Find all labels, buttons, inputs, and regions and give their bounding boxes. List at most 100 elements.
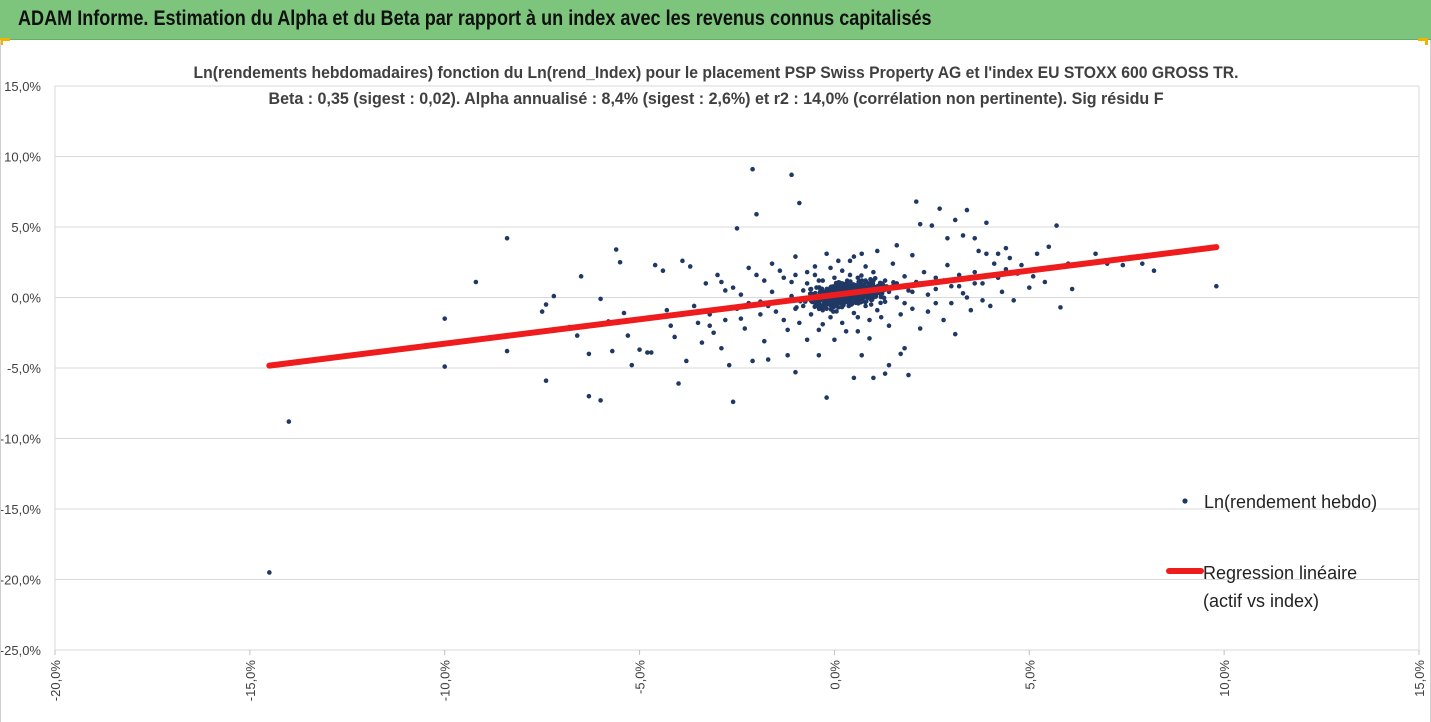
data-point bbox=[660, 268, 666, 274]
data-point bbox=[824, 395, 829, 400]
data-point bbox=[621, 310, 627, 316]
data-point bbox=[878, 314, 884, 320]
data-point bbox=[1011, 298, 1016, 303]
data-point bbox=[1019, 262, 1024, 268]
data-points bbox=[267, 166, 1219, 575]
data-point bbox=[868, 276, 873, 282]
data-point bbox=[841, 284, 847, 289]
data-point bbox=[551, 293, 557, 299]
report-title: ADAM Informe. Estimation du Alpha et du … bbox=[18, 7, 932, 30]
data-point bbox=[980, 298, 985, 303]
data-point bbox=[891, 280, 896, 285]
data-point bbox=[859, 251, 865, 257]
data-point bbox=[816, 285, 822, 290]
data-point bbox=[910, 306, 915, 312]
legend-label-scatter: Ln(rendement hebdo) bbox=[1204, 492, 1377, 512]
data-point bbox=[789, 172, 794, 178]
data-point bbox=[991, 261, 997, 266]
x-tick-label: -15,0% bbox=[243, 660, 258, 702]
data-point bbox=[703, 281, 709, 286]
data-point bbox=[933, 300, 939, 306]
data-point bbox=[828, 314, 833, 320]
data-point bbox=[894, 243, 900, 248]
data-point bbox=[1140, 261, 1145, 266]
x-tick-label: 0,0% bbox=[827, 660, 842, 690]
data-point bbox=[773, 309, 779, 314]
data-point bbox=[836, 258, 841, 264]
data-point bbox=[851, 310, 857, 316]
x-tick-label: -20,0% bbox=[48, 660, 63, 702]
data-point bbox=[995, 251, 1001, 257]
data-point bbox=[598, 398, 603, 403]
data-point bbox=[286, 419, 292, 424]
data-point bbox=[442, 364, 448, 369]
data-point bbox=[832, 299, 837, 304]
data-point bbox=[949, 300, 954, 306]
data-point bbox=[715, 272, 720, 278]
data-point bbox=[913, 199, 919, 204]
data-point bbox=[828, 265, 833, 271]
data-point bbox=[504, 235, 510, 241]
data-point bbox=[543, 378, 549, 383]
data-point bbox=[793, 254, 798, 259]
data-point bbox=[972, 269, 978, 275]
scatter-chart: Ln(rendements hebdomadaires) fonction du… bbox=[1, 63, 1427, 701]
data-point bbox=[645, 350, 650, 355]
data-point bbox=[586, 351, 592, 357]
data-point bbox=[769, 289, 775, 295]
data-point bbox=[976, 248, 981, 254]
data-point bbox=[609, 348, 615, 354]
data-point bbox=[863, 264, 868, 269]
data-point bbox=[777, 268, 783, 274]
data-point bbox=[1151, 268, 1157, 274]
data-point bbox=[937, 206, 942, 211]
data-point bbox=[863, 280, 869, 285]
data-point bbox=[629, 362, 635, 368]
data-point bbox=[863, 294, 868, 299]
data-point bbox=[765, 357, 771, 362]
data-point bbox=[711, 330, 716, 336]
data-point bbox=[964, 295, 970, 300]
data-point bbox=[785, 327, 790, 333]
data-point bbox=[972, 281, 978, 286]
data-point bbox=[847, 272, 853, 278]
data-point bbox=[906, 288, 911, 293]
y-tick-label: 15,0% bbox=[4, 79, 41, 94]
data-point bbox=[504, 348, 510, 354]
data-point bbox=[699, 340, 705, 345]
regression-line bbox=[266, 244, 1220, 369]
chart-area: Ln(rendements hebdomadaires) fonction du… bbox=[0, 40, 1431, 722]
data-point bbox=[734, 226, 740, 231]
data-point bbox=[921, 269, 927, 275]
data-point bbox=[988, 303, 993, 309]
data-point bbox=[707, 323, 713, 329]
data-point bbox=[687, 264, 693, 269]
data-point bbox=[882, 371, 888, 376]
data-point bbox=[761, 278, 767, 283]
data-point bbox=[684, 358, 689, 364]
data-point bbox=[816, 306, 822, 312]
data-point bbox=[882, 278, 888, 283]
data-point bbox=[1214, 283, 1219, 289]
data-point bbox=[730, 399, 736, 405]
x-tick-label: -10,0% bbox=[438, 660, 453, 702]
data-point bbox=[902, 300, 907, 306]
data-point bbox=[750, 358, 755, 364]
gridlines bbox=[54, 85, 1420, 651]
data-point bbox=[851, 254, 857, 259]
legend-label-regression: Regression linéaire bbox=[1203, 563, 1357, 583]
data-point bbox=[804, 337, 810, 343]
data-point bbox=[874, 248, 880, 254]
data-point bbox=[652, 262, 658, 268]
data-point bbox=[855, 314, 861, 320]
data-point bbox=[849, 299, 855, 305]
data-point bbox=[676, 381, 681, 386]
data-point bbox=[617, 259, 623, 265]
data-point bbox=[789, 279, 794, 285]
data-point bbox=[984, 251, 989, 257]
x-tick-label: -5,0% bbox=[633, 660, 648, 694]
data-point bbox=[442, 316, 448, 321]
data-point bbox=[785, 353, 790, 358]
x-axis-ticks: -20,0% -15,0% -10,0% -5,0% 0,0% 5,0% 10,0% 15,0… bbox=[48, 650, 1427, 701]
data-point bbox=[816, 327, 822, 333]
